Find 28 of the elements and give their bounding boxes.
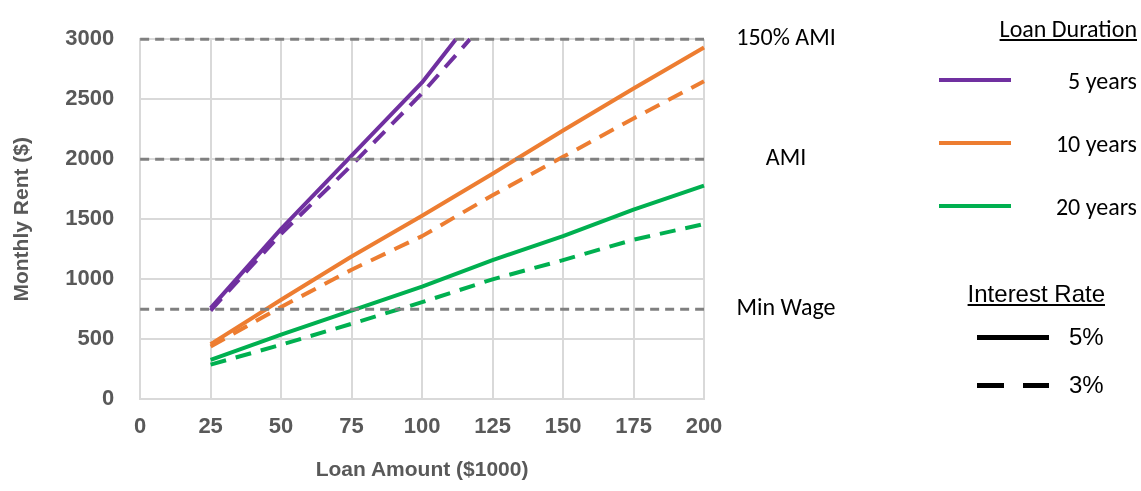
x-tick-label: 25 <box>198 412 223 438</box>
ref-line-label: AMI <box>765 142 807 172</box>
text: 5% <box>1069 323 1104 351</box>
legend-label: 20 years <box>1054 191 1137 221</box>
ref-line-label: Min Wage <box>736 292 836 322</box>
legend-title: Loan Duration <box>998 14 1137 43</box>
x-tick-label: 0 <box>134 412 147 438</box>
x-tick-label: 125 <box>474 412 511 438</box>
y-tick-label: 1500 <box>65 205 115 231</box>
y-tick-label: 3000 <box>65 25 115 51</box>
y-tick-label: 1000 <box>65 265 115 291</box>
y-tick-label: 2000 <box>65 145 115 171</box>
x-tick-label: 75 <box>339 412 364 438</box>
y-tick-label: 500 <box>77 325 115 351</box>
text: Interest Rate <box>966 280 1105 308</box>
x-tick-label: 200 <box>685 412 723 438</box>
y-axis-title: Monthly Rent ($) <box>9 137 33 302</box>
x-tick-label: 150 <box>544 412 582 438</box>
x-tick-label: 100 <box>403 412 441 438</box>
x-tick-label: 175 <box>615 412 652 438</box>
y-tick-label: 0 <box>101 385 115 411</box>
x-tick-label: 50 <box>268 412 294 438</box>
legend-label: 5 years <box>1067 65 1137 95</box>
x-axis-title: Loan Amount ($1000) <box>315 457 529 481</box>
y-tick-label: 2500 <box>65 85 115 111</box>
legend-label: 10 years <box>1054 128 1137 158</box>
ref-line-label: 150% AMI <box>736 22 836 52</box>
text: 3% <box>1069 371 1104 399</box>
